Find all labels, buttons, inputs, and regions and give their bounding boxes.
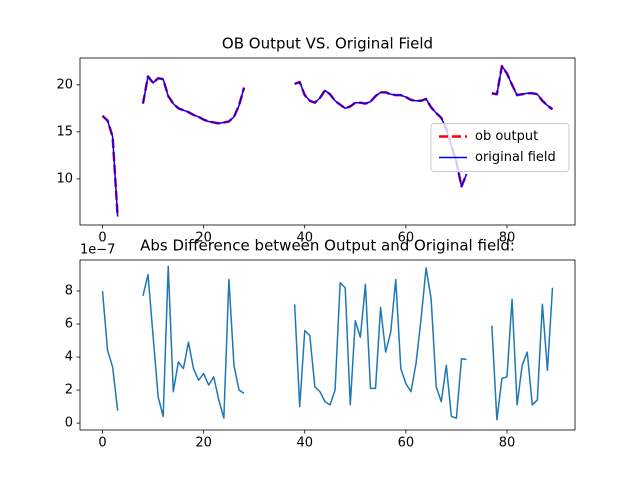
y-tick-label: 20 xyxy=(56,77,73,92)
offset-label: 1e−7 xyxy=(80,243,115,258)
x-tick-label: 60 xyxy=(398,231,415,246)
y-tick-label: 15 xyxy=(56,124,73,139)
y-tick-label: 2 xyxy=(65,383,73,398)
legend-label: ob output xyxy=(475,129,538,144)
x-tick-label: 80 xyxy=(499,436,516,451)
y-tick-label: 8 xyxy=(65,284,73,299)
y-tick-label: 0 xyxy=(65,416,73,431)
data-line xyxy=(101,65,553,217)
x-tick-label: 20 xyxy=(195,231,212,246)
x-tick-label: 0 xyxy=(98,436,106,451)
x-tick-label: 60 xyxy=(398,436,415,451)
axes-frame xyxy=(79,259,576,431)
x-tick-label: 40 xyxy=(296,436,313,451)
data-line xyxy=(101,265,554,421)
chart-title: Abs Difference between Output and Origin… xyxy=(140,237,515,255)
y-tick-label: 4 xyxy=(65,350,73,365)
y-tick-label: 10 xyxy=(56,171,73,186)
x-tick-label: 80 xyxy=(499,231,516,246)
x-tick-label: 40 xyxy=(296,231,313,246)
x-tick-label: 20 xyxy=(195,436,212,451)
y-tick-label: 6 xyxy=(65,317,73,332)
axes-frame xyxy=(79,57,576,226)
x-tick-label: 0 xyxy=(98,231,106,246)
legend-label: original field xyxy=(475,150,556,165)
chart-title: OB Output VS. Original Field xyxy=(222,35,433,53)
